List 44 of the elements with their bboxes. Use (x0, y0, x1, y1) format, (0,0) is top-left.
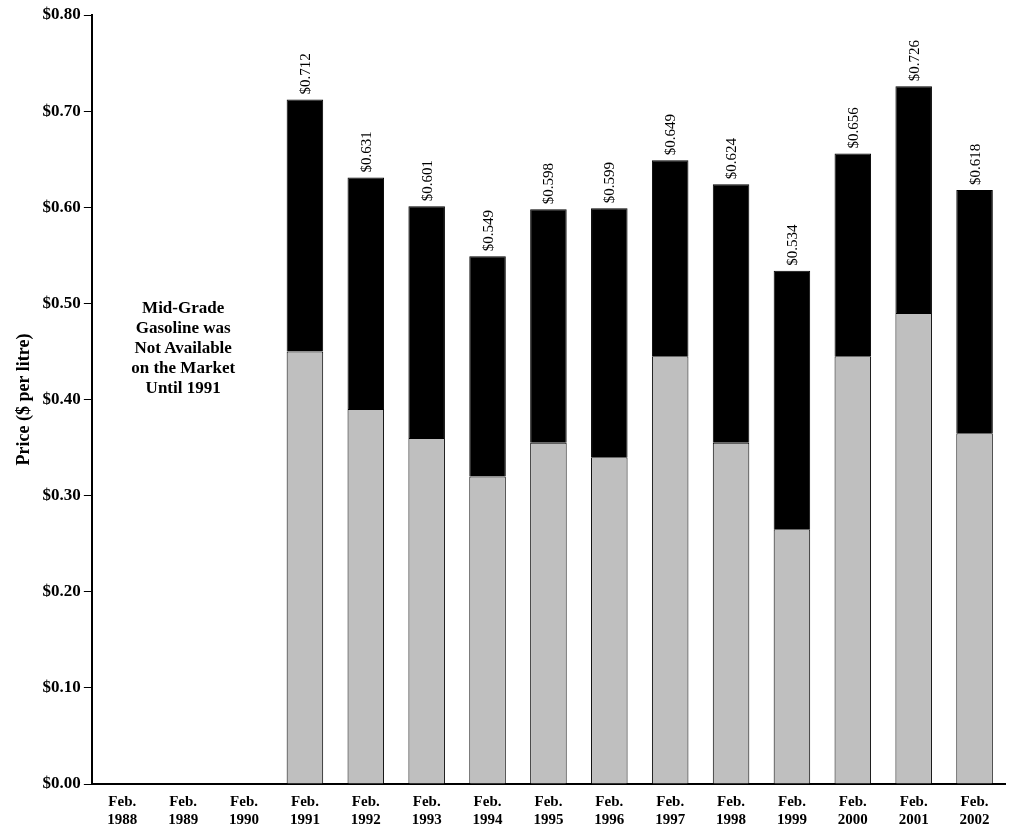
x-tick-label: Feb. 1995 (533, 792, 564, 827)
total-label: $0.712 (296, 53, 313, 95)
total-label: $0.601 (418, 160, 435, 202)
x-tick-label: Feb. 1993 (411, 792, 442, 827)
x-tick-label: Feb. 2000 (837, 792, 868, 827)
bar (530, 209, 567, 443)
total-label: $0.549 (479, 210, 496, 252)
x-tick-label: Feb. 1996 (594, 792, 625, 827)
total-label: $0.649 (662, 113, 679, 156)
x-tick-label: Feb. 1991 (289, 792, 320, 827)
y-tick-label: $0.10 (42, 677, 81, 697)
bar (408, 206, 445, 438)
total-label: $0.631 (357, 131, 374, 173)
total-label: $0.726 (905, 39, 922, 82)
total-label: $0.599 (601, 161, 618, 204)
bar (956, 189, 993, 434)
x-tick-label: Feb. 1998 (716, 792, 747, 827)
x-tick-label: Feb. 1997 (655, 792, 686, 827)
x-tick-label: Feb. 1989 (168, 792, 199, 827)
bar (895, 86, 932, 313)
y-tick-label: $0.50 (42, 292, 81, 312)
total-label: $0.598 (540, 162, 557, 205)
y-axis-title: Price ($ per litre) (13, 333, 35, 466)
x-tick-label: Feb. 1988 (107, 792, 138, 827)
x-tick-label: Feb. 2001 (898, 792, 929, 827)
x-tick-label: Feb. 1992 (350, 792, 381, 827)
bar (591, 208, 628, 458)
total-label: $0.624 (723, 137, 740, 180)
y-tick-label: $0.40 (42, 388, 81, 408)
y-tick-label: $0.30 (42, 485, 81, 505)
y-tick-label: $0.20 (42, 581, 81, 601)
x-tick-label: Feb. 2002 (959, 792, 990, 827)
y-tick-label: $0.70 (42, 100, 81, 120)
x-tick-label: Feb. 1994 (472, 792, 504, 827)
y-tick-label: $0.80 (42, 4, 81, 24)
total-label: $0.534 (783, 223, 800, 266)
total-label: $0.656 (844, 106, 861, 149)
bar (469, 256, 506, 477)
x-tick-label: Feb. 1999 (776, 792, 807, 827)
y-tick-label: $0.60 (42, 196, 81, 216)
total-label: $0.618 (966, 143, 983, 185)
y-tick-label: $0.00 (42, 773, 81, 793)
x-tick-label: Feb. 1990 (229, 792, 260, 827)
annotation: Mid-Grade Gasoline was Not Available on the Market Until 1991 (131, 297, 236, 397)
